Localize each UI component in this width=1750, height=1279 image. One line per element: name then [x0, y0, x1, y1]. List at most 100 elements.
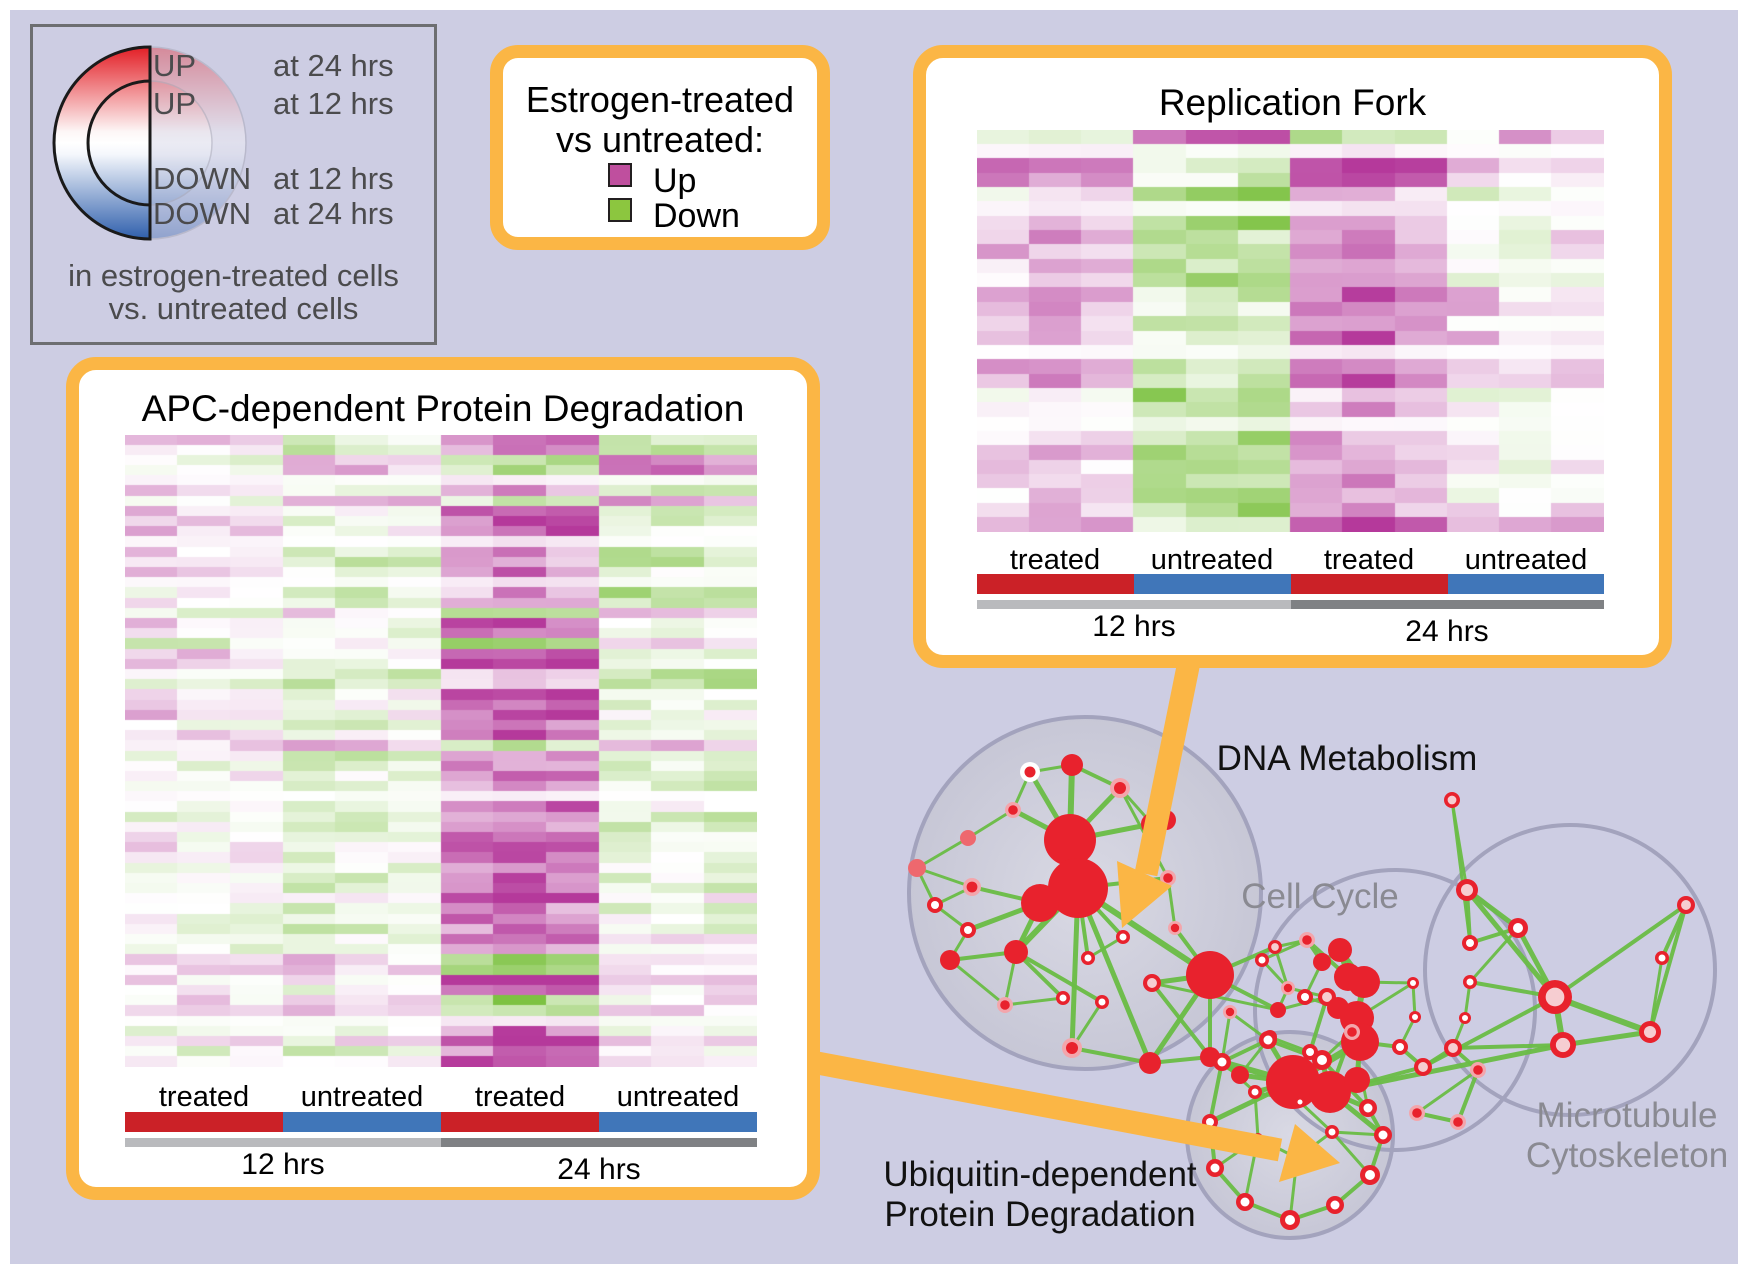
cluster-label: DNA Metabolism	[1216, 739, 1478, 778]
network-edge	[1456, 1069, 1480, 1123]
updown-circle-legend-icon	[52, 45, 247, 241]
up-color-swatch-icon	[608, 163, 632, 187]
network-node	[1061, 754, 1083, 776]
network-node-core	[966, 881, 978, 893]
network-edge	[1075, 887, 1153, 1064]
network-node-core	[1024, 766, 1036, 778]
down-color-swatch-icon	[608, 198, 632, 222]
network-node-core	[964, 926, 972, 934]
network-edge	[1416, 1068, 1479, 1115]
network-edge	[1660, 904, 1688, 959]
network-node-core	[1330, 1200, 1340, 1210]
network-edge	[1150, 981, 1212, 1059]
network-node-core	[1555, 1037, 1571, 1053]
network-edge	[1468, 927, 1520, 983]
network-node-core	[1225, 1007, 1235, 1017]
network-node-core	[1462, 1015, 1468, 1021]
arrowhead-apc-to-ubiquitin-icon	[1279, 1124, 1340, 1182]
legend-up-24-time: at 24 hrs	[273, 48, 394, 83]
apc-bar-12hrs	[125, 1138, 441, 1147]
network-edge	[949, 958, 1006, 1007]
network-edge	[1071, 1046, 1151, 1065]
network-node-core	[1347, 1027, 1357, 1037]
cluster-label: Cell Cycle	[1241, 877, 1399, 916]
apc-group-untreated-24: untreated	[616, 1081, 740, 1113]
network-node	[908, 859, 926, 877]
network-node-core	[1643, 1025, 1657, 1039]
network-node-core	[1114, 782, 1126, 794]
apc-heatmap-panel: APC-dependent Protein Degradation treate…	[66, 357, 820, 1200]
network-node	[1270, 1002, 1286, 1018]
apc-time-12hrs: 12 hrs	[241, 1148, 325, 1181]
network-edge	[967, 808, 1014, 840]
apc-group-treated-24: treated	[474, 1081, 566, 1113]
repfork-group-untreated-24: untreated	[1464, 544, 1588, 576]
network-node-core	[1545, 987, 1565, 1007]
arrow-shaft-apc-to-ubiquitin	[809, 1050, 1283, 1162]
network-node-core	[1283, 983, 1293, 993]
network-node	[1309, 1071, 1351, 1113]
network-node	[960, 830, 976, 846]
network-edge	[916, 836, 969, 870]
network-node-core	[1306, 1048, 1314, 1056]
legend-down-24-time: at 24 hrs	[273, 196, 394, 231]
network-node-core	[1098, 998, 1106, 1006]
network-node	[1044, 814, 1096, 866]
apc-panel-title: APC-dependent Protein Degradation	[141, 388, 745, 429]
network-node-core	[1412, 1014, 1418, 1020]
network-node	[1348, 966, 1380, 998]
network-edge	[1452, 1043, 1564, 1050]
network-node-core	[1460, 883, 1474, 897]
network-node-core	[1658, 954, 1666, 962]
network-edge	[1465, 888, 1557, 999]
network-node	[1048, 858, 1108, 918]
up-label: Up	[653, 162, 697, 200]
repfork-bar-untreated-24	[1448, 574, 1604, 594]
repfork-bar-untreated-12	[1134, 574, 1291, 594]
network-node	[940, 950, 960, 970]
cluster-label: Cytoskeleton	[1525, 1136, 1729, 1175]
network-node	[1231, 1066, 1249, 1084]
network-node-core	[1365, 1170, 1375, 1180]
legend-footer-line2: vs. untreated cells	[108, 291, 359, 326]
apc-bar-24hrs	[441, 1138, 757, 1147]
network-edge	[1553, 903, 1688, 999]
updown-legend-title-line2: vs untreated:	[555, 119, 765, 160]
network-node-core	[1410, 980, 1416, 986]
legend-down-12-word: DOWN	[153, 161, 252, 196]
estrogen-updown-legend: Estrogen-treated vs untreated: Up Down	[490, 45, 830, 250]
cluster-circle-cell-cycle	[1253, 868, 1537, 1152]
network-node-core	[1000, 1000, 1010, 1010]
network-node-core	[1363, 1103, 1373, 1113]
network-node-core	[1119, 933, 1127, 941]
legend-down-12-time: at 12 hrs	[273, 161, 394, 196]
network-node-core	[1206, 1118, 1214, 1126]
repfork-bar-12hrs	[977, 600, 1291, 609]
arrow-shaft-repfork-to-dna	[1134, 649, 1203, 877]
cluster-label: Protein Degradation	[884, 1195, 1196, 1234]
network-node	[1266, 1055, 1320, 1109]
legend-up-12-time: at 12 hrs	[273, 86, 394, 121]
legend-up-24-word: UP	[153, 48, 197, 83]
network-edge	[1648, 904, 1688, 1033]
network-node-core	[1240, 1197, 1250, 1207]
circle-color-legend: UP at 24 hrs UP at 12 hrs DOWN at 12 hrs…	[30, 24, 437, 345]
cluster-label: Ubiquitin-dependent	[883, 1155, 1197, 1194]
network-node-core	[1466, 939, 1474, 947]
cluster-circle-microtubule-cytoskeleton	[1423, 823, 1717, 1117]
network-node-core	[1328, 1128, 1336, 1136]
cluster-label: Microtubule	[1536, 1096, 1718, 1135]
repfork-group-treated-24: treated	[1323, 544, 1415, 576]
apc-heatmap	[125, 435, 757, 1067]
repfork-time-12hrs: 12 hrs	[1092, 610, 1176, 643]
network-edge	[1450, 799, 1472, 944]
apc-group-treated-12: treated	[158, 1081, 250, 1113]
replication-fork-panel: Replication Fork treated untreated treat…	[913, 45, 1672, 668]
network-edge	[1208, 1061, 1224, 1123]
network-node-core	[1258, 956, 1266, 964]
network-edge	[1261, 938, 1308, 962]
network-node-core	[1412, 1108, 1422, 1118]
network-node	[1004, 940, 1028, 964]
network-node-core	[1513, 923, 1523, 933]
arrowhead-repfork-to-dna-icon	[1117, 861, 1172, 928]
